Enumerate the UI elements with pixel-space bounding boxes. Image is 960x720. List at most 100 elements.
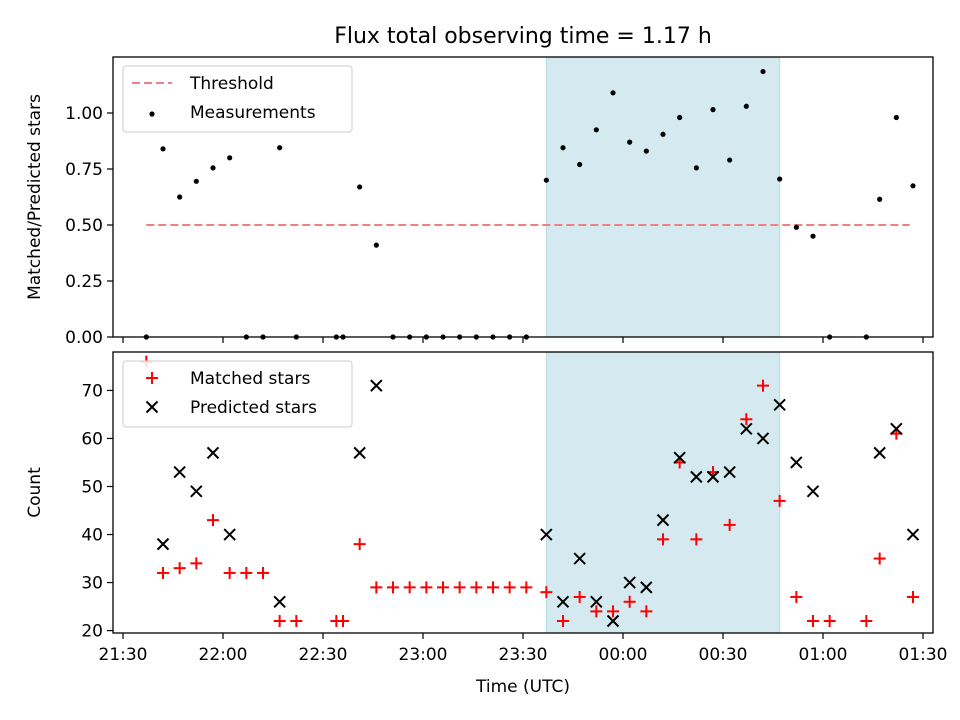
- x-tick-label: 01:00: [799, 645, 848, 665]
- y-tick-label-ratio: 0.00: [65, 328, 103, 348]
- matched-star-point: [290, 614, 303, 627]
- observing-window-span-ratio: [545, 56, 781, 338]
- measurement-point: [893, 114, 899, 121]
- y-tick-label-ratio: 1.00: [65, 104, 103, 124]
- measurement-point: [910, 183, 916, 189]
- y-tick-label-ratio: 0.25: [65, 272, 103, 292]
- y-tick-label-count: 20: [81, 622, 103, 642]
- predicted-star-point: [790, 456, 803, 469]
- x-tick-label: 23:30: [499, 645, 548, 665]
- predicted-star-point: [540, 528, 553, 541]
- matched-star-point: [823, 614, 836, 627]
- predicted-star-point: [740, 422, 753, 436]
- observing-window-span-count: [545, 351, 781, 634]
- predicted-star-point: [690, 470, 703, 484]
- matched-star-point: [190, 557, 203, 570]
- measurement-point: [660, 131, 666, 137]
- legend-box-ratio: [122, 65, 353, 133]
- matched-star-point: [470, 581, 483, 594]
- matched-star-point: [257, 566, 269, 579]
- matched-star-point: [337, 614, 349, 627]
- x-tick-label: 22:30: [299, 645, 348, 665]
- matched-star-point: [590, 605, 603, 618]
- legend-matched-swatch: [146, 372, 158, 384]
- matched-star-point: [790, 590, 803, 603]
- matched-star-point: [740, 413, 753, 426]
- x-tick-label: 00:30: [699, 645, 748, 665]
- predicted-star-point: [640, 581, 653, 594]
- y-tick-label-count: 40: [81, 526, 103, 546]
- matched-star-point: [240, 566, 253, 579]
- x-tick-label: 00:00: [599, 645, 648, 665]
- x-tick-label: 21:30: [99, 645, 148, 665]
- y-axis-label-ratio: Matched/Predicted stars: [25, 94, 45, 300]
- measurement-point: [210, 165, 216, 171]
- predicted-star-point: [573, 552, 586, 565]
- matched-star-point: [453, 581, 466, 594]
- predicted-star-point: [906, 528, 920, 541]
- matched-star-point: [157, 566, 169, 579]
- matched-star-point: [370, 581, 383, 594]
- matched-star-point: [207, 514, 219, 527]
- measurement-point: [727, 157, 733, 163]
- predicted-star-point: [370, 379, 383, 392]
- predicted-star-point: [173, 465, 186, 479]
- predicted-star-point: [623, 576, 636, 589]
- matched-star-point: [807, 614, 819, 627]
- matched-star-point: [437, 581, 449, 594]
- matched-star-point: [623, 595, 636, 608]
- matched-star-point: [420, 581, 433, 594]
- matched-star-point: [690, 533, 703, 546]
- measurement-point: [710, 107, 716, 113]
- measurement-point: [610, 90, 616, 96]
- measurement-point: [193, 178, 199, 184]
- predicted-star-point: [590, 595, 603, 608]
- legend-label: Measurements: [190, 103, 316, 123]
- matched-star-point: [657, 533, 669, 546]
- predicted-star-point: [353, 446, 366, 460]
- legend-label: Predicted stars: [190, 398, 317, 418]
- predicted-star-point: [606, 614, 620, 628]
- predicted-star-point: [773, 398, 786, 412]
- matched-star-point: [487, 581, 499, 594]
- y-tick-label-count: 30: [81, 574, 103, 594]
- y-tick-label-count: 50: [81, 477, 103, 497]
- matched-star-point: [860, 614, 873, 627]
- chart-title: Flux total observing time = 1.17 h: [334, 24, 712, 49]
- measurement-point: [793, 224, 799, 230]
- measurement-point: [677, 114, 683, 121]
- legend-label: Threshold: [189, 74, 274, 94]
- matched-star-point: [273, 614, 286, 627]
- matched-star-point: [387, 581, 399, 594]
- y-tick-label-ratio: 0.50: [65, 216, 103, 236]
- measurement-point: [577, 161, 583, 168]
- x-axis-label: Time (UTC): [475, 677, 570, 697]
- measurement-point: [877, 196, 883, 202]
- measurement-point: [593, 127, 599, 133]
- y-tick-label-count: 70: [81, 381, 103, 401]
- measurement-point: [743, 103, 749, 109]
- predicted-star-point: [156, 537, 170, 551]
- y-tick-label-ratio: 0.75: [65, 160, 103, 180]
- measurement-point: [777, 176, 783, 182]
- measurement-point: [693, 165, 699, 171]
- matched-star-point: [503, 581, 516, 594]
- matched-star-point: [540, 586, 553, 599]
- matched-star-point: [173, 562, 186, 575]
- measurement-point: [543, 177, 549, 183]
- measurement-point: [373, 242, 379, 248]
- matched-star-point: [873, 552, 886, 565]
- predicted-star-point: [723, 465, 736, 479]
- legend-box-count: [122, 360, 353, 428]
- predicted-star-point: [223, 528, 236, 541]
- x-tick-label: 01:30: [899, 645, 948, 665]
- matched-star-point: [353, 538, 366, 551]
- matched-star-point: [223, 566, 236, 579]
- predicted-star-point: [190, 485, 203, 498]
- measurement-point: [810, 233, 816, 239]
- y-tick-label-count: 60: [81, 429, 103, 449]
- legend-measurement-swatch: [149, 111, 155, 117]
- predicted-star-point: [673, 451, 686, 464]
- matched-star-point: [907, 590, 919, 603]
